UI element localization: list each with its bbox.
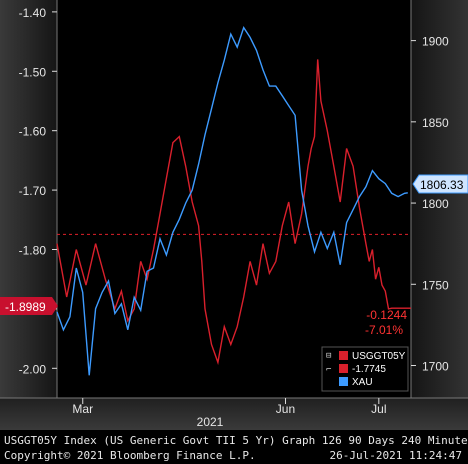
copyright: Copyright© 2021 Bloomberg Finance L.P. — [4, 449, 256, 462]
chart-description: USGGT05Y Index (US Generic Govt TII 5 Yr… — [4, 434, 468, 447]
left-tick-label: -1.50 — [19, 65, 47, 79]
left-tick-label: -1.70 — [19, 184, 47, 198]
last-value-tag-red: -1.8989 — [0, 297, 58, 315]
right-tick-label: 1800 — [422, 197, 449, 211]
legend-swatch-reference — [339, 364, 348, 373]
plot-area — [57, 0, 411, 398]
right-axis-ticks: 1700 1750 1800 1850 1900 — [411, 35, 449, 374]
legend: ⊟ USGGT05Y ⌐ -1.7745 XAU — [321, 346, 409, 392]
last-value-blue: 1806.33 — [420, 178, 464, 192]
last-value-tag-blue: 1806.33 — [412, 174, 468, 194]
legend-collapse-icon[interactable]: ⊟ — [326, 351, 331, 361]
right-tick-label: 1850 — [422, 116, 449, 130]
x-tick-label: Mar — [72, 402, 93, 416]
last-value-red: -1.8989 — [5, 300, 46, 314]
left-tick-label: -1.40 — [19, 6, 47, 20]
right-tick-label: 1750 — [422, 278, 449, 292]
left-tick-label: -1.80 — [19, 243, 47, 257]
right-tick-label: 1700 — [422, 360, 449, 374]
footer-line-2: Copyright© 2021 Bloomberg Finance L.P. 2… — [0, 449, 468, 463]
series-line-xau — [56, 26, 408, 376]
x-tick-label: Jun — [276, 402, 295, 416]
legend-label-xau: XAU — [352, 377, 373, 388]
legend-swatch-usggt05y — [339, 351, 348, 360]
left-tick-label: -1.60 — [19, 125, 47, 139]
x-axis-ticks: Mar Jun Jul — [72, 398, 386, 416]
year-label: 2021 — [197, 415, 224, 429]
chart: -1.40-1.50-1.60-1.70-1.80-1.90-2.00 1700… — [0, 0, 468, 430]
x-tick-label: Jul — [371, 402, 386, 416]
change-percent: -7.01% — [365, 323, 403, 337]
legend-box — [321, 346, 409, 392]
footer-line-1: USGGT05Y Index (US Generic Govt TII 5 Yr… — [0, 434, 468, 448]
legend-swatch-xau — [339, 377, 348, 386]
series-line-usggt05y — [56, 59, 411, 366]
right-tick-label: 1900 — [422, 35, 449, 49]
left-axis-panel — [0, 0, 57, 398]
legend-line-icon: ⌐ — [326, 365, 331, 375]
legend-label-usggt05y: USGGT05Y — [352, 351, 406, 362]
right-axis-panel — [411, 0, 468, 398]
left-tick-label: -2.00 — [19, 362, 47, 376]
change-value: -0.1244 — [366, 308, 407, 322]
timestamp: 26-Jul-2021 11:24:47 — [329, 449, 462, 462]
bottom-axis-panel — [0, 398, 468, 430]
legend-label-reference: -1.7745 — [352, 364, 386, 375]
